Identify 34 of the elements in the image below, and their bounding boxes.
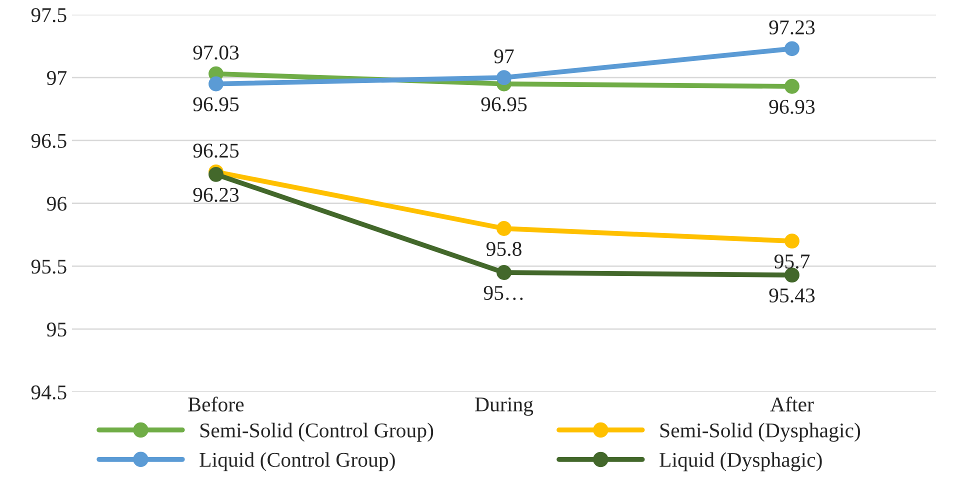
data-label: 95…: [484, 286, 523, 300]
point: [496, 221, 512, 236]
data-label: 97: [494, 49, 514, 64]
legend-label: Liquid (Dysphagic): [660, 452, 822, 472]
x-tick-label: During: [475, 397, 534, 416]
data-label: 97.23: [769, 20, 815, 35]
x-tick-label: After: [770, 396, 814, 412]
data-label: 96.95: [193, 97, 239, 112]
point: [784, 234, 800, 249]
y-tick-label: 95.5: [31, 260, 66, 274]
data-label: 96.95: [481, 97, 527, 112]
data-label: 96.23: [193, 188, 239, 202]
y-tick-label: 95: [46, 322, 66, 337]
legend-label: Liquid (Control Group): [200, 452, 395, 472]
data-label: 96.93: [769, 100, 815, 114]
y-tick-label: 96.5: [31, 134, 66, 148]
point: [496, 70, 512, 86]
y-tick-label: 94.5: [31, 385, 66, 400]
y-tick-label: 96: [46, 196, 67, 211]
data-label: 96.25: [193, 144, 239, 158]
point: [784, 78, 800, 94]
point: [208, 76, 224, 92]
legend-label: Semi-Solid (Dysphagic): [660, 422, 860, 442]
point: [496, 265, 512, 280]
y-tick-label: 97.5: [31, 8, 66, 22]
point: [784, 268, 800, 282]
point: [784, 41, 800, 56]
data-label: 95.43: [769, 288, 815, 303]
data-label: 95.8: [486, 242, 522, 256]
data-label: 95.7: [774, 254, 810, 269]
y-tick-label: 97: [46, 71, 67, 86]
legend-label: Semi-Solid (Control Group): [200, 422, 434, 442]
x-tick-label: Before: [188, 396, 244, 412]
data-label: 97.03: [193, 46, 239, 60]
